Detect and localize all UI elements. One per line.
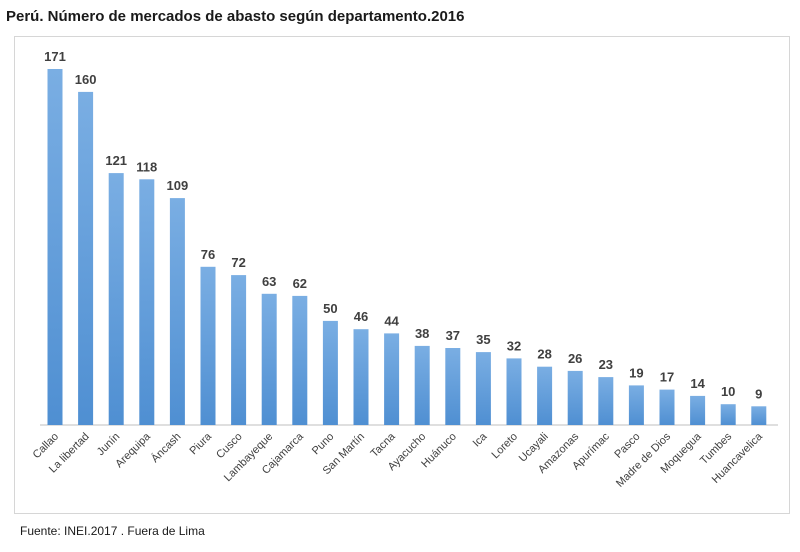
value-label-1: 160	[75, 72, 97, 87]
bar-8	[292, 295, 308, 425]
value-label-10: 46	[354, 309, 368, 324]
value-label-22: 10	[721, 384, 735, 399]
value-label-18: 23	[599, 357, 613, 372]
bar-0	[47, 69, 63, 425]
value-label-8: 62	[293, 276, 307, 291]
category-label-4: Áncash	[148, 430, 183, 465]
category-label-3: Arequipa	[113, 430, 153, 470]
value-label-7: 63	[262, 274, 276, 289]
bar-5	[200, 266, 216, 425]
bar-18	[598, 377, 614, 425]
bar-13	[445, 348, 461, 425]
value-label-12: 38	[415, 326, 429, 341]
bar-23	[751, 406, 767, 425]
value-label-9: 50	[323, 301, 337, 316]
value-label-13: 37	[446, 328, 460, 343]
bars-group	[47, 69, 767, 426]
bar-6	[231, 275, 247, 425]
value-label-0: 171	[44, 49, 66, 64]
bar-11	[384, 333, 400, 425]
value-label-19: 19	[629, 365, 643, 380]
value-label-14: 35	[476, 332, 490, 347]
value-label-16: 28	[537, 347, 551, 362]
value-label-17: 26	[568, 351, 582, 366]
value-label-21: 14	[690, 376, 705, 391]
bar-15	[506, 358, 522, 425]
value-label-3: 118	[136, 159, 157, 174]
bar-20	[659, 389, 675, 425]
value-label-6: 72	[231, 255, 245, 270]
bar-19	[628, 385, 644, 425]
bar-1	[78, 91, 94, 426]
bar-9	[322, 320, 338, 425]
value-label-5: 76	[201, 247, 215, 262]
bar-2	[108, 173, 124, 425]
value-label-23: 9	[755, 386, 762, 401]
bar-10	[353, 329, 369, 425]
bar-22	[720, 404, 736, 425]
value-label-2: 121	[105, 153, 127, 168]
bar-4	[169, 198, 185, 425]
category-label-2: Junín	[95, 431, 123, 459]
category-label-5: Piura	[187, 430, 214, 457]
bar-12	[414, 345, 430, 425]
value-label-15: 32	[507, 338, 521, 353]
category-label-9: Puno	[310, 431, 337, 458]
value-label-4: 109	[167, 178, 189, 193]
value-label-20: 17	[660, 370, 674, 385]
bar-7	[261, 293, 277, 425]
category-label-14: Ica	[471, 430, 490, 449]
chart-title: Perú. Número de mercados de abasto según…	[6, 8, 465, 25]
bar-16	[537, 366, 553, 425]
bar-17	[567, 370, 583, 425]
bar-3	[139, 179, 155, 425]
source-note: Fuente: INEI.2017 . Fuera de Lima	[20, 524, 205, 538]
bar-21	[690, 395, 706, 425]
category-label-15: Loreto	[490, 431, 521, 462]
bar-14	[475, 352, 491, 425]
value-label-11: 44	[384, 313, 399, 328]
